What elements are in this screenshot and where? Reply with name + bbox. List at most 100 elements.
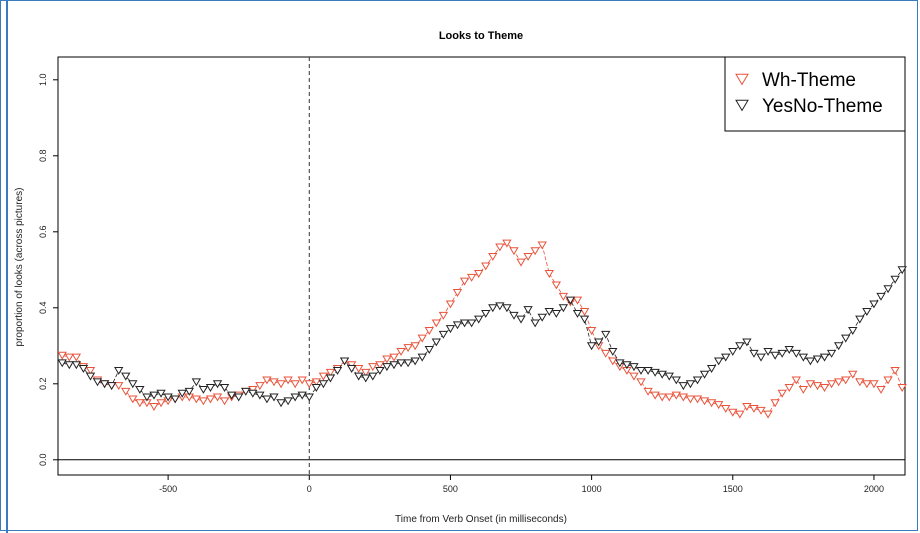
- data-point: [481, 309, 491, 318]
- data-point: [643, 387, 653, 396]
- data-point: [417, 334, 427, 343]
- data-point: [798, 385, 809, 394]
- data-point: [615, 359, 625, 368]
- data-point: [608, 357, 618, 366]
- data-point: [544, 308, 554, 317]
- x-tick-label: 500: [443, 484, 458, 494]
- axes: -500 0 500 1000 1500 2000 0.0 0.2 0.4 0.6 0.8 1.0: [38, 56, 906, 494]
- data-point: [636, 378, 646, 387]
- data-point: [431, 319, 442, 328]
- y-tick-label: 0.8: [38, 150, 48, 163]
- data-point: [255, 382, 265, 391]
- data-point: [537, 313, 547, 322]
- data-point: [191, 378, 202, 387]
- data-point: [311, 378, 322, 387]
- data-point: [417, 353, 427, 362]
- x-tick-label: 1500: [723, 484, 743, 494]
- data-point: [71, 361, 82, 370]
- data-point: [431, 338, 442, 347]
- data-point: [636, 366, 646, 375]
- data-point: [735, 410, 745, 419]
- data-point: [205, 395, 216, 404]
- y-tick-label: 0.6: [38, 226, 48, 239]
- data-point: [862, 308, 872, 317]
- data-point: [756, 353, 766, 362]
- data-point: [389, 361, 399, 370]
- data-point: [657, 393, 667, 402]
- data-point: [826, 349, 837, 358]
- data-point: [862, 380, 872, 389]
- data-point: [424, 346, 434, 355]
- data-point: [57, 359, 67, 368]
- data-point: [855, 378, 865, 387]
- data-point: [85, 372, 96, 381]
- y-tick-label: 1.0: [38, 74, 48, 87]
- data-point: [438, 330, 449, 339]
- data-point: [212, 380, 223, 389]
- data-point: [495, 302, 505, 311]
- y-tick-label: 0.2: [38, 378, 48, 391]
- data-point: [346, 365, 357, 374]
- data-point: [121, 387, 131, 396]
- data-point: [805, 357, 816, 366]
- data-point: [488, 304, 498, 313]
- data-point: [64, 353, 74, 362]
- data-point: [114, 366, 124, 375]
- data-point: [833, 378, 844, 387]
- data-point: [699, 370, 710, 379]
- data-point: [361, 374, 371, 383]
- data-point: [749, 349, 759, 358]
- data-point: [523, 306, 533, 315]
- data-point: [721, 404, 731, 413]
- data-point: [276, 380, 286, 389]
- data-point: [71, 353, 82, 362]
- data-point: [699, 397, 710, 406]
- data-point: [466, 273, 477, 282]
- data-point: [283, 397, 293, 406]
- data-point: [848, 370, 858, 379]
- data-point: [721, 353, 731, 362]
- data-point: [375, 366, 385, 375]
- x-tick-label: 1000: [582, 484, 602, 494]
- data-point: [283, 376, 293, 385]
- data-point: [706, 399, 717, 408]
- data-point: [523, 252, 533, 261]
- data-point: [728, 408, 738, 417]
- data-point: [791, 349, 801, 358]
- data-point: [78, 365, 89, 374]
- data-point: [396, 359, 406, 368]
- data-point: [205, 384, 216, 393]
- data-point: [565, 296, 576, 305]
- data-point: [269, 393, 279, 402]
- data-point: [537, 241, 547, 250]
- data-point: [241, 387, 251, 396]
- data-point: [297, 391, 307, 400]
- data-point: [678, 393, 689, 402]
- data-point: [516, 258, 526, 267]
- data-point: [692, 395, 703, 404]
- data-point: [474, 315, 484, 324]
- data-point: [389, 353, 399, 362]
- data-point: [396, 347, 406, 356]
- data-point: [798, 353, 809, 362]
- data-point: [848, 327, 858, 336]
- data-point: [452, 289, 463, 298]
- data-point: [361, 368, 371, 377]
- data-point: [826, 380, 837, 389]
- data-point: [791, 376, 801, 385]
- data-point: [713, 401, 724, 410]
- data-point: [368, 363, 378, 372]
- data-point: [770, 399, 780, 408]
- data-point: [290, 380, 300, 389]
- data-point: [544, 270, 554, 279]
- data-point: [763, 347, 773, 356]
- data-point: [777, 349, 787, 358]
- data-point: [403, 359, 413, 368]
- data-point: [121, 372, 131, 381]
- data-point: [516, 315, 526, 324]
- data-point: [191, 395, 202, 404]
- data-point: [890, 366, 900, 375]
- data-point: [488, 252, 498, 261]
- data-point: [149, 391, 159, 400]
